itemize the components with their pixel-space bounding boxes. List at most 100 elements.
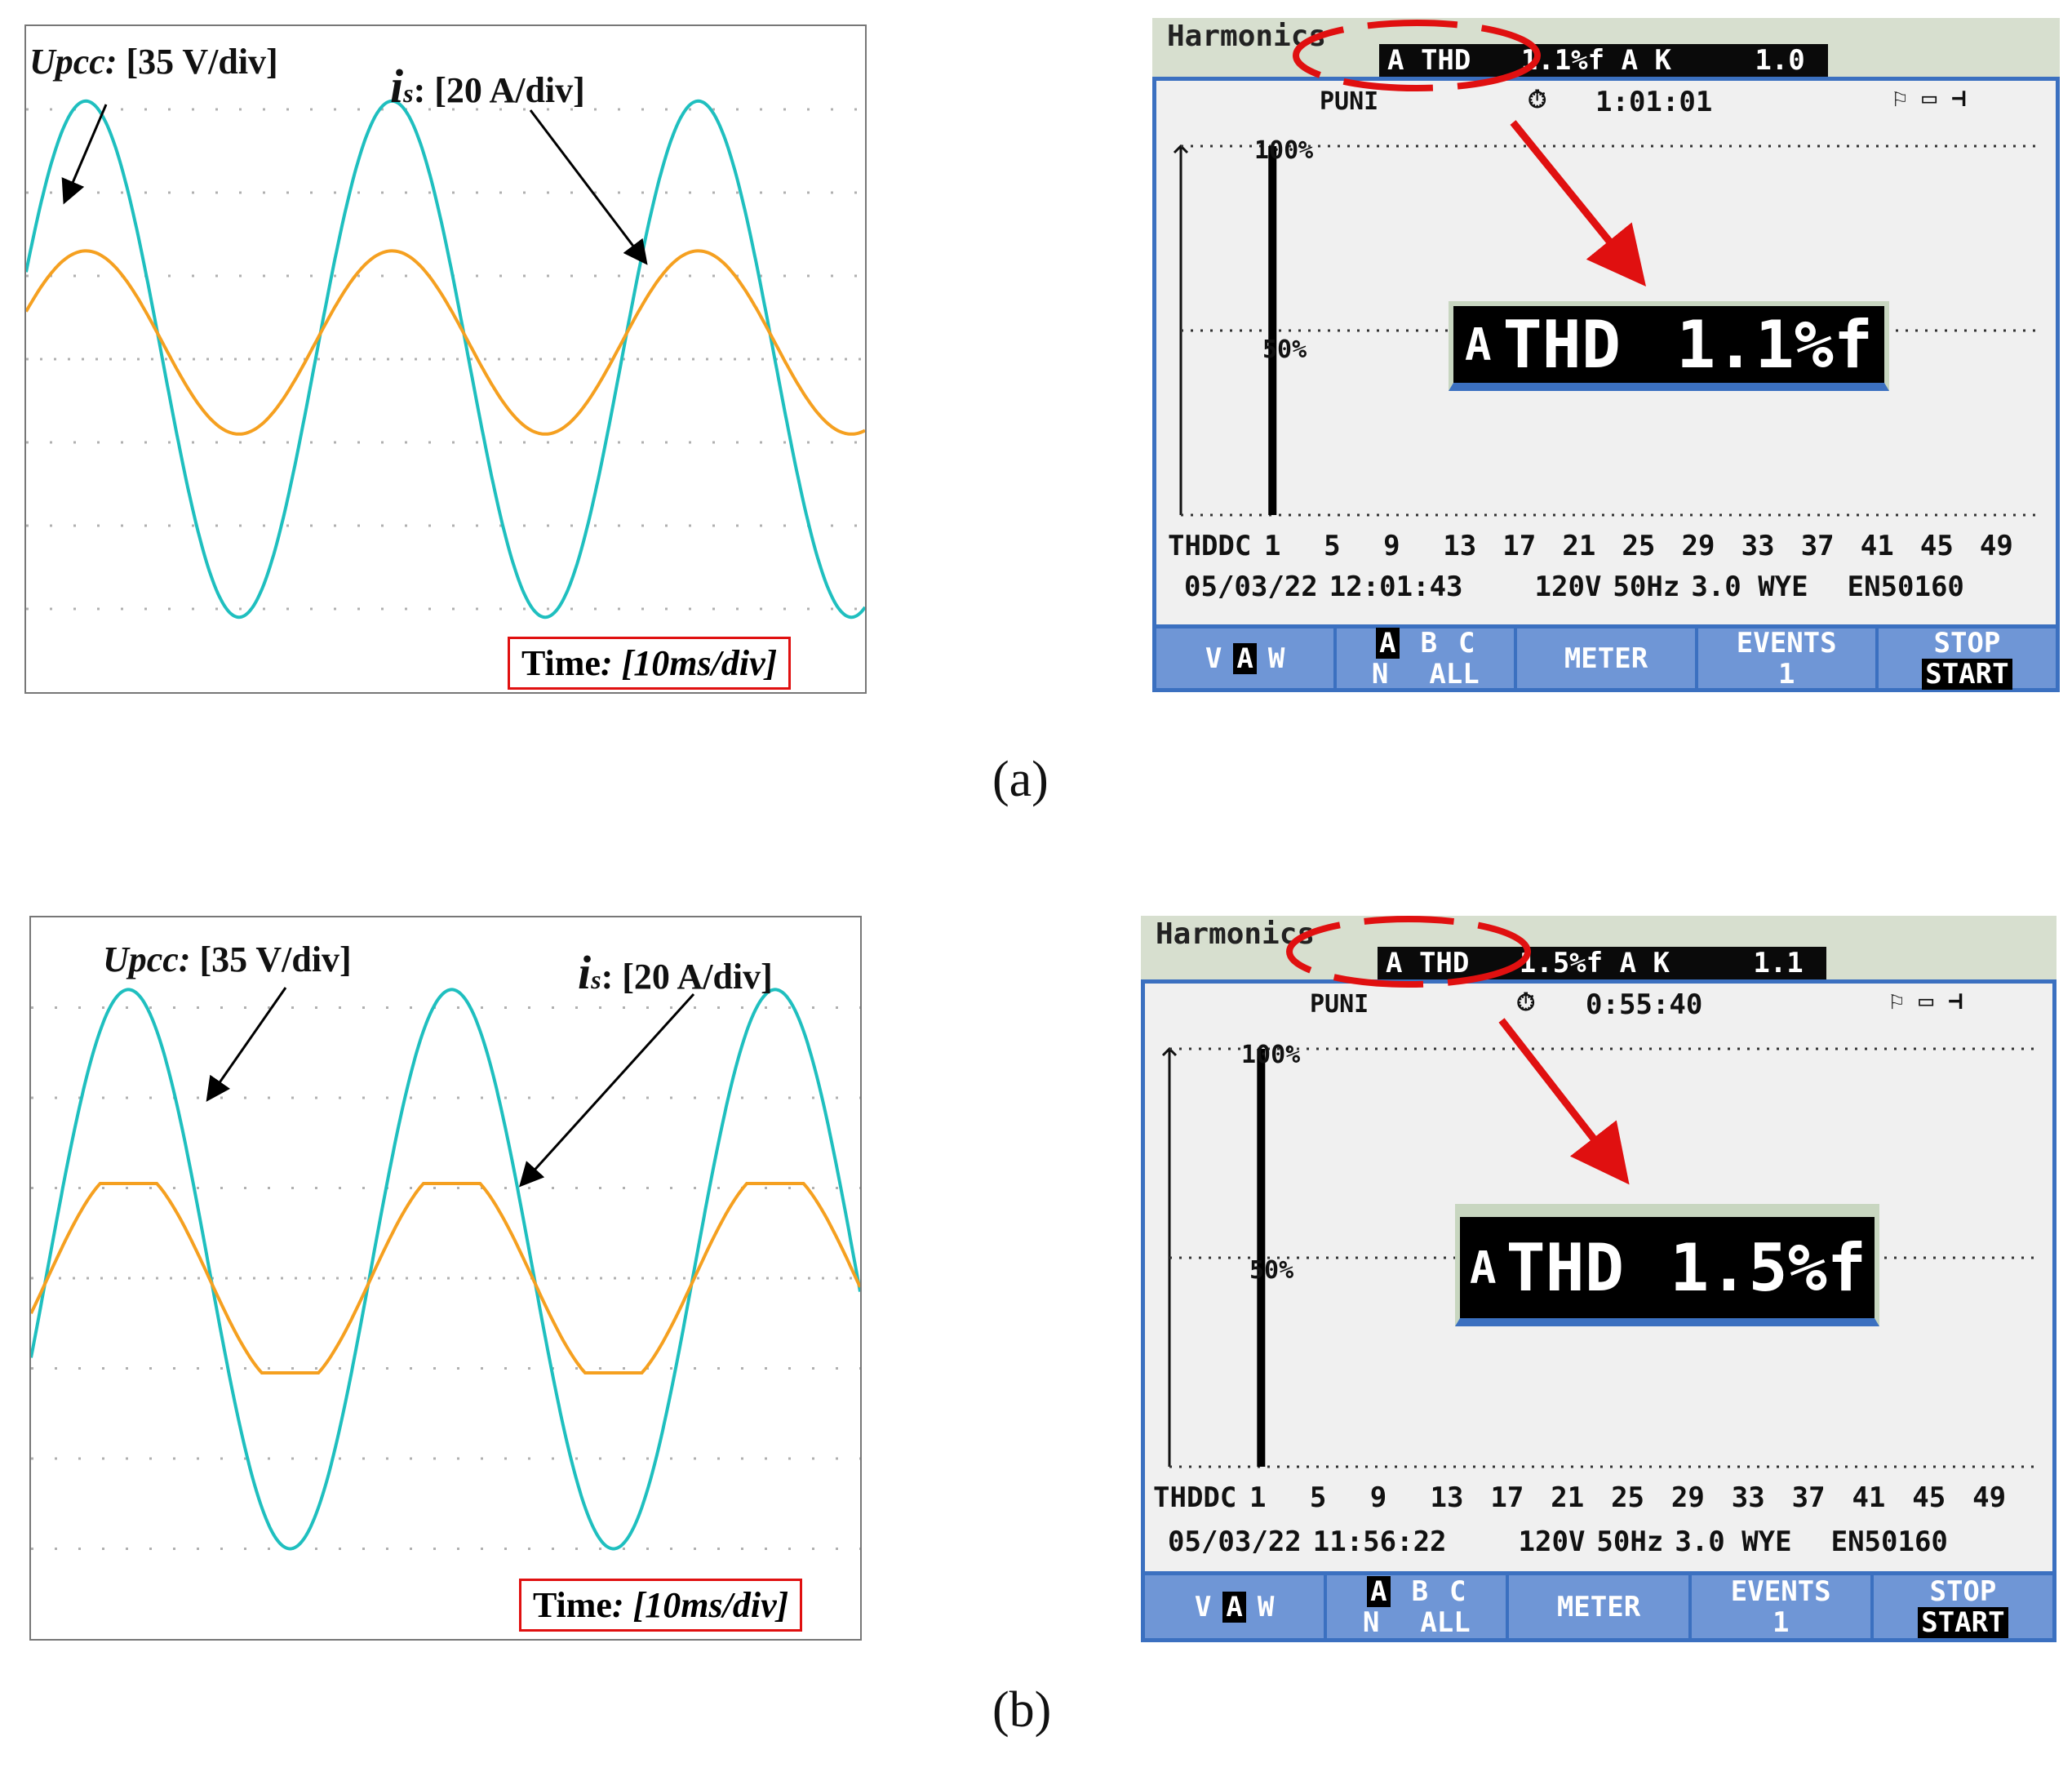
phase-c[interactable]: C (1458, 626, 1475, 660)
date: 05/03/22 (1184, 571, 1318, 603)
thd-pointer-arrow-b (1498, 1018, 1630, 1185)
harmonic-bar-1 (1268, 146, 1277, 515)
date: 05/03/22 (1168, 1526, 1302, 1558)
harmonic-label-29: 29 (1681, 530, 1715, 562)
time: 11:56:22 (1312, 1526, 1447, 1558)
w-key[interactable]: W (1257, 1590, 1275, 1623)
annotations-a (1293, 20, 1647, 286)
voltage-label-name: Upcc: (103, 939, 191, 979)
scope-plot-a (26, 99, 865, 620)
harmonic-label-17: 17 (1490, 1481, 1524, 1514)
current-label-b: is: [20 A/div] (578, 945, 773, 1000)
phase-n[interactable]: N (1362, 1605, 1380, 1639)
thd-box-value: 1.1%f (1676, 306, 1873, 383)
timer: 0:55:40 (1586, 988, 1703, 1021)
analyzer-b: Harmonics A THD 1.5%f A K 1.1 PUNI ⏱ 0:5… (1141, 916, 2056, 1642)
time: 12:01:43 (1329, 571, 1463, 603)
trace-upcc (26, 99, 865, 620)
harmonic-label-9: 9 (1369, 1481, 1387, 1514)
harmonic-label-17: 17 (1502, 530, 1537, 562)
a-key[interactable]: A (1222, 1591, 1246, 1623)
phase-key[interactable]: A B C N ALL (1337, 626, 1518, 691)
phase-n[interactable]: N (1371, 657, 1389, 691)
mode-label: PUNI (1310, 990, 1369, 1019)
thd-highlight-ellipse-a (1293, 20, 1541, 91)
current-arrow-b (518, 993, 695, 1188)
voltage-label-scale: [35 V/div] (199, 939, 352, 979)
phase-b[interactable]: B (1420, 626, 1438, 660)
harmonic-label-49: 49 (1972, 1481, 2007, 1514)
events-key[interactable]: EVENTS 1 (1697, 626, 1879, 691)
standard: EN50160 (1830, 1526, 1948, 1558)
phase-all[interactable]: ALL (1420, 1605, 1471, 1639)
meter-key[interactable]: METER (1517, 628, 1698, 688)
start-label[interactable]: START (1918, 1606, 2008, 1638)
harmonic-bar-1 (1257, 1049, 1266, 1467)
harmonic-label-25: 25 (1611, 1481, 1645, 1514)
events-label[interactable]: EVENTS (1736, 626, 1837, 660)
thd-box-text: THD (1506, 1229, 1625, 1306)
thd-box-phase: A (1465, 318, 1492, 371)
status-icons: ⚐ ▭ ⊣ (1889, 987, 1963, 1015)
phase-a[interactable]: A (1367, 1575, 1391, 1607)
phase-all[interactable]: ALL (1429, 657, 1480, 691)
thd-pointer-arrow-a (1510, 120, 1647, 286)
meter-key[interactable]: METER (1509, 1575, 1692, 1638)
stop-start-key[interactable]: STOP START (1873, 1574, 2053, 1638)
scope-arrows-b (206, 987, 695, 1188)
current-label-scale: : [20 A/div] (413, 70, 585, 110)
standard: EN50160 (1847, 571, 1964, 603)
voltage-label-name: Upcc: (29, 42, 118, 82)
thd-highlight-ellipse-b (1286, 916, 1531, 988)
harmonic-label-21: 21 (1562, 530, 1596, 562)
vaw-key[interactable]: V A W (1145, 1575, 1328, 1638)
stop-label[interactable]: STOP (1933, 626, 2001, 660)
scale-50-label: 50% (1262, 335, 1307, 364)
thd-box-phase: A (1470, 1241, 1497, 1294)
scope-arrows-a (61, 104, 648, 265)
events-label[interactable]: EVENTS (1730, 1574, 1831, 1608)
harmonic-label-45: 45 (1919, 530, 1954, 562)
trace-is (26, 249, 865, 436)
vaw-key[interactable]: V A W (1156, 628, 1338, 688)
harmonic-label-1: 1 (1249, 1481, 1267, 1514)
status-line: 05/03/22 12:01:43 120V 50Hz 3.0 WYE EN50… (1184, 571, 1964, 603)
phase-key[interactable]: A B C N ALL (1327, 1574, 1510, 1639)
w-key[interactable]: W (1267, 642, 1285, 675)
thd-box-text: THD (1502, 306, 1622, 383)
phase-b[interactable]: B (1411, 1574, 1429, 1608)
v-key[interactable]: V (1205, 642, 1222, 675)
current-label-name: i (390, 60, 404, 113)
hold-icon: ⏱ (1516, 988, 1536, 1017)
thd-zoom-box: A THD 1.5%f (1455, 1204, 1879, 1326)
scale-100-label: 100% (1254, 136, 1314, 165)
harmonic-label-25: 25 (1622, 530, 1656, 562)
analyzer-screen: PUNI ⏱ 0:55:40 ⚐ ▭ ⊣ 100% 50% A THD 1.5%f … (1141, 979, 2056, 1575)
voltage-label-scale: [35 V/div] (126, 42, 278, 82)
thd-box-value: 1.5%f (1670, 1229, 1866, 1306)
events-key[interactable]: EVENTS 1 (1691, 1574, 1874, 1638)
harmonic-axis-labels: THDDC 1 5 9 13 17 21 25 29 33 37 41 45 49 (1168, 530, 2049, 562)
voltage-label-a: Upcc: [35 V/div] (29, 41, 278, 82)
harmonic-label-13: 13 (1443, 530, 1477, 562)
harmonic-label-9: 9 (1383, 530, 1400, 562)
voltage-arrow-a (61, 104, 108, 205)
voltage-arrow-b (206, 987, 287, 1102)
stop-start-key[interactable]: STOP START (1878, 626, 2056, 690)
v-key[interactable]: V (1194, 1590, 1212, 1623)
function-keys: V A W A B C N ALL METER EVENTS 1 (1141, 1575, 2056, 1642)
events-count: 1 (1777, 657, 1795, 691)
current-label-name: i (578, 946, 592, 999)
harmonic-label-37: 37 (1800, 530, 1835, 562)
time-prefix: Time (521, 643, 601, 683)
stop-label[interactable]: STOP (1929, 1574, 1997, 1608)
harmonic-label-1: 1 (1264, 530, 1281, 562)
current-label-scale: : [20 A/div] (601, 957, 773, 997)
phase-c[interactable]: C (1449, 1574, 1466, 1608)
scope-b (29, 916, 862, 1641)
time-scale-box-b: Time: [10ms/div] (519, 1579, 803, 1632)
phase-a[interactable]: A (1376, 627, 1400, 659)
start-label[interactable]: START (1922, 658, 2012, 690)
mode-label: PUNI (1320, 87, 1379, 116)
a-key[interactable]: A (1233, 642, 1257, 674)
